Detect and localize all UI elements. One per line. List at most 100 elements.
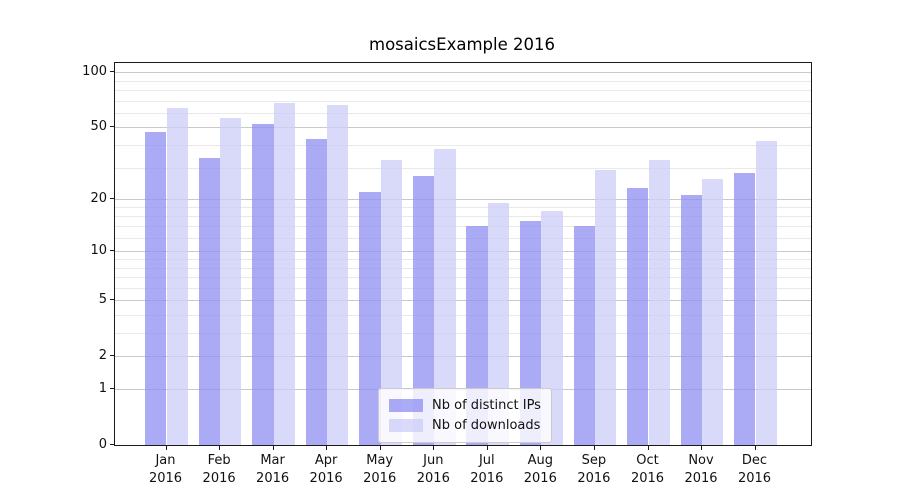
minor-gridline <box>115 333 811 334</box>
x-tick-year: 2016 <box>363 470 397 486</box>
minor-gridline <box>115 277 811 278</box>
bar-jan-distinct-ips <box>145 132 167 445</box>
x-tick-label: Mar 2016 <box>243 452 303 487</box>
x-tick-month: Jun <box>423 453 444 468</box>
bar-nov-distinct-ips <box>680 195 702 445</box>
x-tick-year: 2016 <box>202 470 236 486</box>
x-tick-label: Apr 2016 <box>296 452 356 487</box>
x-tick-mark <box>272 446 274 450</box>
x-tick-label: Sep 2016 <box>564 452 624 487</box>
x-tick-year: 2016 <box>630 470 665 486</box>
major-gridline <box>115 72 811 74</box>
x-tick-year: 2016 <box>309 470 343 486</box>
x-tick-month: Jul <box>478 453 495 468</box>
x-tick-mark <box>486 446 488 450</box>
bar-jun-downloads <box>434 149 456 445</box>
y-tick-mark <box>110 71 114 73</box>
y-tick-label: 0 <box>98 436 107 452</box>
y-tick-label: 5 <box>98 291 107 307</box>
bar-feb-distinct-ips <box>198 157 221 445</box>
bar-apr-distinct-ips <box>305 139 328 445</box>
bar-feb-downloads <box>220 118 242 445</box>
minor-gridline <box>115 207 811 209</box>
legend-item-distinct-ips: Nb of distinct IPs <box>389 396 541 415</box>
x-tick-year: 2016 <box>256 470 290 486</box>
minor-gridline <box>115 314 811 316</box>
x-tick-month: Oct <box>636 453 659 468</box>
y-tick-label: 1 <box>98 380 107 396</box>
major-gridline <box>115 251 811 253</box>
x-tick-month: Nov <box>688 453 714 468</box>
minor-gridline <box>115 258 811 260</box>
major-gridline <box>115 199 811 200</box>
legend-swatch-downloads <box>389 419 423 432</box>
minor-gridline <box>115 226 811 228</box>
x-tick-mark <box>754 446 756 450</box>
y-tick-mark <box>110 126 114 128</box>
x-tick-mark <box>433 446 435 450</box>
y-tick-label: 50 <box>90 118 107 134</box>
x-tick-year: 2016 <box>737 470 772 486</box>
minor-gridline <box>115 112 811 114</box>
x-tick-year: 2016 <box>523 470 557 486</box>
bar-sep-distinct-ips <box>573 226 595 445</box>
x-tick-label: Dec 2016 <box>725 452 785 487</box>
y-tick-mark <box>110 250 114 252</box>
minor-gridline <box>115 100 811 102</box>
legend: Nb of distinct IPs Nb of downloads <box>378 388 552 443</box>
x-tick-month: Dec <box>741 453 768 468</box>
bar-aug-downloads <box>541 211 563 445</box>
x-tick-year: 2016 <box>684 470 718 486</box>
minor-gridline <box>115 144 811 146</box>
x-tick-month: May <box>366 453 394 468</box>
plot-area <box>114 62 812 446</box>
bar-oct-distinct-ips <box>627 188 649 445</box>
x-tick-month: Aug <box>527 453 553 468</box>
y-tick-mark <box>110 198 114 199</box>
x-tick-mark <box>701 446 702 450</box>
x-tick-mark <box>540 446 542 450</box>
minor-gridline <box>115 287 811 289</box>
x-tick-label: Jun 2016 <box>403 452 463 487</box>
minor-gridline <box>115 237 811 239</box>
minor-gridline <box>115 167 811 169</box>
minor-gridline <box>115 267 811 269</box>
x-tick-month: Mar <box>260 453 285 468</box>
bar-dec-distinct-ips <box>734 172 756 445</box>
minor-gridline <box>115 89 811 91</box>
x-tick-year: 2016 <box>577 470 611 486</box>
x-tick-label: Aug 2016 <box>510 452 570 487</box>
legend-swatch-distinct-ips <box>389 399 423 412</box>
bar-jul-downloads <box>487 202 510 445</box>
y-tick-mark <box>110 355 114 357</box>
bar-nov-downloads <box>702 178 724 445</box>
x-tick-month: Apr <box>314 453 338 468</box>
bar-jun-distinct-ips <box>412 175 435 445</box>
y-tick-label: 20 <box>90 190 107 206</box>
y-tick-label: 100 <box>82 63 107 79</box>
legend-label-downloads: Nb of downloads <box>432 418 541 433</box>
y-tick-mark <box>110 444 114 445</box>
x-tick-mark <box>647 446 649 450</box>
y-tick-label: 2 <box>98 347 107 363</box>
bar-jan-downloads <box>166 107 188 445</box>
minor-gridline <box>115 80 811 82</box>
bar-dec-downloads <box>755 141 777 445</box>
x-tick-mark <box>326 446 328 450</box>
bar-sep-downloads <box>594 170 617 445</box>
x-tick-label: Oct 2016 <box>618 452 678 487</box>
x-tick-label: Feb 2016 <box>189 452 249 487</box>
x-tick-month: Jan <box>155 453 176 468</box>
x-tick-mark <box>165 446 167 450</box>
bar-may-downloads <box>380 160 403 445</box>
bar-mar-distinct-ips <box>252 124 274 445</box>
bar-mar-downloads <box>273 102 295 445</box>
bar-apr-downloads <box>327 105 349 445</box>
minor-gridline <box>115 216 811 218</box>
y-tick-label: 10 <box>90 242 107 258</box>
legend-label-distinct-ips: Nb of distinct IPs <box>432 398 541 413</box>
major-gridline <box>115 356 811 358</box>
legend-item-downloads: Nb of downloads <box>389 416 541 435</box>
x-tick-month: Sep <box>581 453 607 468</box>
